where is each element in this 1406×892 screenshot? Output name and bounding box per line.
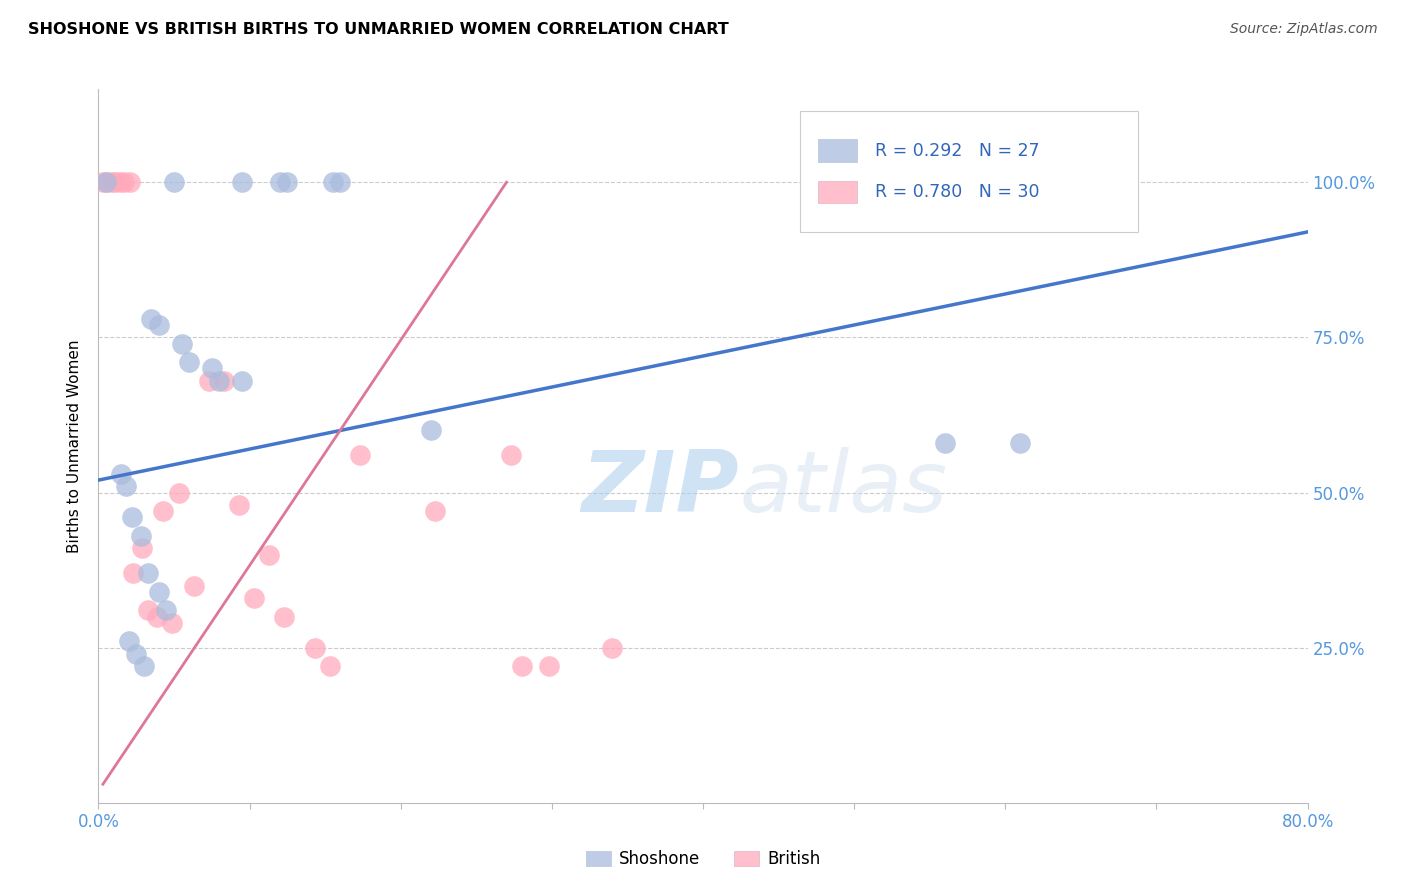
FancyBboxPatch shape (800, 111, 1139, 232)
Text: Source: ZipAtlas.com: Source: ZipAtlas.com (1230, 22, 1378, 37)
Point (269, 175, 291, 189)
Point (349, 448, 371, 462)
Point (167, 485, 190, 500)
Point (132, 659, 155, 673)
Point (201, 361, 224, 376)
Point (228, 498, 250, 512)
FancyBboxPatch shape (818, 180, 856, 203)
Point (1099, 175, 1122, 189)
Point (129, 529, 152, 543)
Point (112, 175, 135, 189)
Point (131, 541, 153, 556)
Point (420, 424, 443, 438)
Point (136, 603, 159, 617)
Point (276, 175, 298, 189)
Point (231, 175, 253, 189)
Point (243, 591, 266, 605)
Y-axis label: Births to Unmarried Women: Births to Unmarried Women (67, 339, 83, 553)
Point (304, 640, 326, 655)
Point (121, 510, 143, 524)
Point (179, 355, 201, 369)
Point (152, 504, 174, 518)
Text: atlas: atlas (740, 447, 948, 531)
Point (602, 640, 624, 655)
Point (148, 584, 170, 599)
Point (208, 374, 231, 388)
Point (125, 647, 148, 661)
Point (146, 609, 169, 624)
Point (91, 175, 114, 189)
Point (141, 311, 163, 326)
Point (1010, 436, 1032, 450)
Point (197, 374, 219, 388)
Point (136, 566, 159, 581)
Text: R = 0.780   N = 30: R = 0.780 N = 30 (875, 183, 1039, 201)
Point (318, 659, 340, 673)
Point (155, 603, 177, 617)
Point (425, 504, 447, 518)
Point (212, 374, 235, 388)
Point (118, 634, 141, 648)
Point (162, 615, 184, 630)
Point (273, 609, 295, 624)
Point (148, 318, 170, 332)
Point (329, 175, 352, 189)
FancyBboxPatch shape (818, 139, 856, 162)
Point (257, 548, 280, 562)
Text: R = 0.292   N = 27: R = 0.292 N = 27 (875, 142, 1039, 160)
Point (120, 175, 142, 189)
Point (183, 579, 205, 593)
Point (104, 175, 127, 189)
Legend: Shoshone, British: Shoshone, British (579, 844, 827, 875)
Point (231, 374, 253, 388)
Point (322, 175, 344, 189)
Point (96, 175, 118, 189)
Text: SHOSHONE VS BRITISH BIRTHS TO UNMARRIED WOMEN CORRELATION CHART: SHOSHONE VS BRITISH BIRTHS TO UNMARRIED … (28, 22, 728, 37)
Point (122, 566, 145, 581)
Point (499, 448, 522, 462)
Point (537, 659, 560, 673)
Text: ZIP: ZIP (582, 447, 740, 531)
Point (110, 467, 132, 481)
Point (94, 175, 117, 189)
Point (108, 175, 131, 189)
Point (170, 336, 193, 351)
Point (934, 436, 956, 450)
Point (510, 659, 533, 673)
Point (114, 479, 136, 493)
Point (101, 175, 124, 189)
Point (163, 175, 186, 189)
